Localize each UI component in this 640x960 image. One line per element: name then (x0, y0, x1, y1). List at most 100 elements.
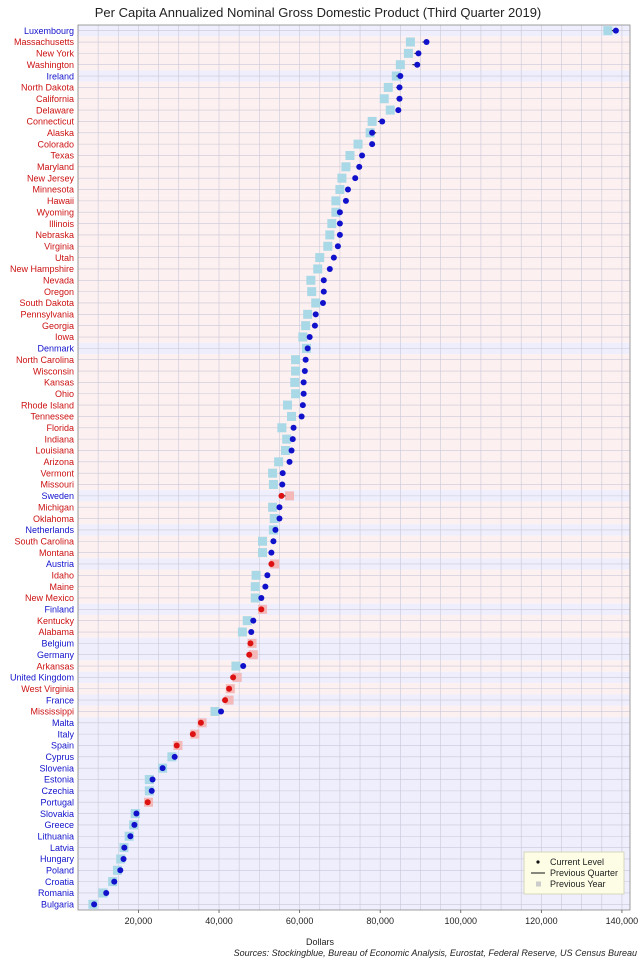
category-label: Czechia (41, 786, 74, 796)
current-level-point (352, 175, 359, 182)
previous-year-mark (345, 150, 355, 160)
category-label: Ireland (46, 71, 74, 81)
previous-year-mark (303, 309, 313, 319)
category-label: Alabama (38, 627, 74, 637)
category-label: Indiana (44, 434, 74, 444)
current-level-point (379, 118, 386, 125)
current-level-point (127, 833, 134, 840)
category-label: Oklahoma (33, 514, 74, 524)
current-level-point (336, 231, 343, 238)
current-level-point (148, 787, 155, 794)
previous-year-mark (405, 37, 415, 47)
previous-year-mark (383, 82, 393, 92)
category-label: Wyoming (37, 207, 74, 217)
previous-year-mark (385, 105, 395, 115)
previous-year-mark (248, 650, 258, 660)
current-level-point (248, 629, 255, 636)
current-level-point (268, 560, 275, 567)
category-label: New Mexico (25, 593, 74, 603)
category-label: Hungary (40, 854, 75, 864)
previous-year-mark (315, 253, 325, 263)
current-level-point (286, 458, 293, 465)
previous-year-mark (395, 60, 405, 70)
current-level-point (414, 61, 421, 68)
category-label: West Virginia (21, 684, 74, 694)
current-level-point (326, 265, 333, 272)
category-label: Michigan (38, 502, 74, 512)
current-level-point (312, 311, 319, 318)
current-level-point (300, 390, 307, 397)
legend-entry: Previous Quarter (550, 868, 618, 878)
current-level-point (149, 776, 156, 783)
previous-year-mark (281, 445, 291, 455)
current-level-point (258, 594, 265, 601)
previous-year-mark (210, 706, 220, 716)
category-label: Kansas (44, 378, 75, 388)
previous-year-mark (283, 400, 293, 410)
current-level-point (258, 606, 265, 613)
previous-year-mark (287, 411, 297, 421)
current-level-point (369, 129, 376, 136)
current-level-point (289, 436, 296, 443)
previous-year-mark (379, 94, 389, 104)
current-level-point (272, 526, 279, 533)
current-level-point (397, 73, 404, 80)
previous-year-mark (285, 491, 295, 501)
current-level-point (396, 84, 403, 91)
current-level-point (262, 583, 269, 590)
previous-year-mark (268, 480, 278, 490)
current-level-point (278, 492, 285, 499)
previous-year-mark (337, 173, 347, 183)
category-label: Arizona (43, 457, 74, 467)
category-label: New York (36, 49, 75, 59)
current-level-point (240, 663, 247, 670)
category-label: Romania (38, 888, 74, 898)
category-label: Alaska (47, 128, 74, 138)
category-label: Texas (50, 151, 74, 161)
current-level-point (197, 719, 204, 726)
x-tick-label: 40,000 (205, 916, 233, 926)
current-level-point (290, 424, 297, 431)
category-label: Tennessee (30, 412, 74, 422)
category-label: Estonia (44, 775, 74, 785)
previous-year-mark (258, 536, 268, 546)
current-level-point (268, 549, 275, 556)
x-tick-label: 80,000 (366, 916, 394, 926)
category-label: North Dakota (21, 83, 74, 93)
previous-year-mark (367, 116, 377, 126)
previous-year-mark (335, 185, 345, 195)
category-label: Arkansas (36, 661, 74, 671)
previous-year-mark (307, 287, 317, 297)
category-label: Slovenia (39, 763, 74, 773)
previous-year-mark (353, 139, 363, 149)
category-label: Finland (44, 605, 74, 615)
current-level-point (226, 685, 233, 692)
current-level-point (612, 27, 619, 34)
previous-year-mark (311, 298, 321, 308)
current-level-point (396, 95, 403, 102)
previous-year-mark (291, 389, 301, 399)
x-axis-label: Dollars (306, 937, 335, 947)
previous-year-mark (306, 275, 316, 285)
current-level-point (117, 867, 124, 874)
x-tick-label: 120,000 (525, 916, 558, 926)
current-level-point (359, 152, 366, 159)
category-label: South Carolina (14, 536, 74, 546)
category-label: Hawaii (47, 196, 74, 206)
current-level-point (276, 504, 283, 511)
x-tick-label: 60,000 (286, 916, 314, 926)
legend-entry: Previous Year (550, 879, 606, 889)
plot-frame (77, 24, 631, 911)
previous-year-mark (331, 196, 341, 206)
data-marks (88, 26, 619, 909)
current-level-point (131, 821, 138, 828)
previous-year-mark (144, 775, 154, 785)
category-label: Austria (46, 559, 74, 569)
category-label: Pennsylvania (20, 310, 74, 320)
category-label: Nevada (43, 275, 74, 285)
previous-year-mark (301, 321, 311, 331)
previous-year-mark (242, 616, 252, 626)
previous-year-mark (270, 559, 280, 569)
current-level-point (300, 379, 307, 386)
